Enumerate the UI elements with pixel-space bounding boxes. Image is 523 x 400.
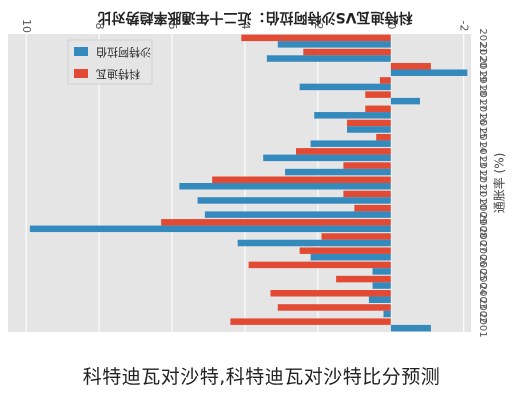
x-tick-label-2011: 2011 xyxy=(477,170,488,195)
bar-ivory-coast-2003 xyxy=(270,290,391,297)
bar-saudi-arabia-2007 xyxy=(237,239,391,247)
bar-ivory-coast-2021 xyxy=(241,34,391,42)
x-tick-label-2015: 2015 xyxy=(477,114,488,139)
y-tick-label: 10 xyxy=(20,19,33,33)
chart-title: 科特迪瓦VS沙特阿拉伯：近二十年通胀率趋势对比 xyxy=(98,9,413,26)
bar-chart: 2001200220032004200520062007200820092010… xyxy=(8,9,507,338)
bar-saudi-arabia-2005 xyxy=(372,268,391,275)
x-tick-label-2019: 2019 xyxy=(477,57,488,82)
bar-saudi-arabia-2010 xyxy=(197,197,391,204)
bar-saudi-arabia-2012 xyxy=(285,168,391,176)
bar-saudi-arabia-2021 xyxy=(277,41,391,48)
bar-saudi-arabia-2013 xyxy=(263,154,391,162)
bar-saudi-arabia-2020 xyxy=(266,55,391,62)
bar-ivory-coast-2015 xyxy=(347,119,391,127)
x-tick-label-2018: 2018 xyxy=(477,71,488,96)
bar-saudi-arabia-2019 xyxy=(390,69,468,76)
y-axis-label: 通胀率 (%) xyxy=(492,153,507,214)
bar-ivory-coast-2005 xyxy=(248,261,391,269)
bar-saudi-arabia-2016 xyxy=(314,112,391,119)
x-tick-label-2006: 2006 xyxy=(477,241,488,266)
chart-container: 2001 2002 2003 2004 2005 2006 2007 2008 2009 2010… xyxy=(8,9,507,338)
value-tick-labels: -2 0 2 4 6 8 10 xyxy=(20,19,470,33)
legend-label-saudi-arabia: 沙特阿拉伯 xyxy=(96,46,151,60)
bar-ivory-coast-2013 xyxy=(296,148,391,155)
x-tick-label-2003: 2003 xyxy=(477,284,488,309)
y-tick-label: 0 xyxy=(385,23,398,30)
bar-saudi-arabia-2002 xyxy=(383,310,391,318)
bar-ivory-coast-2012 xyxy=(343,162,391,169)
y-tick-label: 2 xyxy=(312,23,325,30)
x-tick-label-2009: 2009 xyxy=(477,199,488,224)
x-tick-label-2010: 2010 xyxy=(477,184,488,209)
bar-ivory-coast-2020 xyxy=(303,48,391,56)
x-tick-label-2012: 2012 xyxy=(477,156,488,181)
bar-saudi-arabia-2006 xyxy=(310,253,391,261)
bar-saudi-arabia-2018 xyxy=(299,83,391,91)
bar-ivory-coast-2019 xyxy=(390,62,431,70)
y-tick-label: 4 xyxy=(239,23,252,30)
bar-saudi-arabia-2008 xyxy=(29,225,391,233)
image-caption: 科特迪瓦对沙特,科特迪瓦对沙特比分预测 xyxy=(82,366,441,388)
legend-swatch-ivory-coast xyxy=(74,69,88,78)
x-tick-label-2016: 2016 xyxy=(477,99,488,124)
bar-saudi-arabia-2011 xyxy=(179,183,391,190)
bar-saudi-arabia-2003 xyxy=(368,296,391,304)
legend-label-ivory-coast: 科特迪瓦 xyxy=(96,68,140,82)
y-tick-label: -2 xyxy=(458,21,471,32)
x-tick-label-2005: 2005 xyxy=(477,255,488,280)
x-tick-label-2002: 2002 xyxy=(477,298,488,323)
bar-ivory-coast-2018 xyxy=(379,77,391,84)
x-tick-label-2008: 2008 xyxy=(477,213,488,238)
x-tick-label-2001: 2001 xyxy=(477,312,488,337)
bar-saudi-arabia-2015 xyxy=(347,126,391,133)
x-tick-label-2013: 2013 xyxy=(477,142,488,167)
y-tick-label: 8 xyxy=(93,23,106,30)
category-tick-labels: 2001200220032004200520062007200820092010… xyxy=(477,28,488,337)
bar-saudi-arabia-2004 xyxy=(372,282,391,289)
legend: 科特迪瓦 沙特阿拉伯 xyxy=(67,39,153,85)
y-tick-label: 6 xyxy=(166,23,179,30)
bar-ivory-coast-2002 xyxy=(277,304,391,311)
x-tick-label-2017: 2017 xyxy=(477,85,488,110)
bar-saudi-arabia-2017 xyxy=(390,97,420,105)
bar-ivory-coast-2008 xyxy=(161,219,391,226)
bar-ivory-coast-2010 xyxy=(343,190,391,198)
bar-ivory-coast-2006 xyxy=(299,247,391,254)
x-tick-label-2014: 2014 xyxy=(477,128,488,153)
bar-saudi-arabia-2009 xyxy=(204,211,391,218)
bar-ivory-coast-2017 xyxy=(365,91,391,98)
bar-ivory-coast-2001 xyxy=(230,318,391,325)
x-tick-label-2004: 2004 xyxy=(477,270,488,295)
legend-swatch-saudi-arabia xyxy=(74,47,88,56)
bar-saudi-arabia-2001 xyxy=(390,324,431,332)
bar-ivory-coast-2004 xyxy=(336,275,391,283)
bar-ivory-coast-2014 xyxy=(376,133,391,141)
bar-ivory-coast-2009 xyxy=(354,204,391,212)
bar-saudi-arabia-2014 xyxy=(310,140,391,147)
bar-ivory-coast-2016 xyxy=(365,105,391,113)
x-tick-label-2020: 2020 xyxy=(477,43,488,68)
bars xyxy=(29,34,468,332)
x-tick-label-2007: 2007 xyxy=(477,227,488,252)
bar-ivory-coast-2007 xyxy=(321,233,391,240)
bar-ivory-coast-2011 xyxy=(212,176,391,183)
x-tick-label-2021: 2021 xyxy=(477,28,488,53)
